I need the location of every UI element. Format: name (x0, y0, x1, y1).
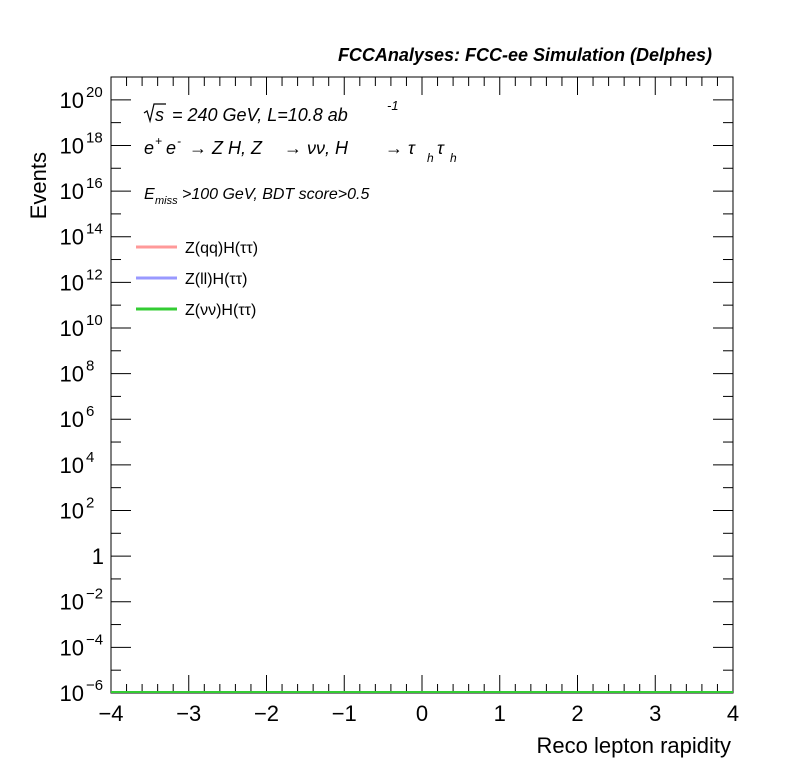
process-e1: e (144, 138, 154, 158)
process-sub2: h (450, 151, 457, 165)
process-tau1: → τ (385, 138, 416, 158)
y-tick-label: 10 −4 (60, 631, 104, 660)
y-tick-base: 10 (60, 179, 84, 204)
x-tick-label: 1 (494, 701, 506, 726)
x-tick-label: −4 (98, 701, 123, 726)
process-annotation: e + e - → Z H, Z → νν, H → τ h τ h (144, 134, 457, 165)
y-tick-exponent: 20 (86, 84, 103, 101)
axis-ticks (110, 76, 734, 694)
x-tick-label: 2 (571, 701, 583, 726)
y-tick-label: 10 12 (60, 266, 103, 295)
y-tick-exponent: −4 (86, 631, 103, 648)
y-tick-base: 10 (60, 316, 84, 341)
y-tick-exponent: 2 (86, 494, 94, 511)
y-tick-base: 10 (60, 88, 84, 113)
x-tick-labels: −4 −3 −2 −1 0 1 2 3 4 (98, 701, 739, 726)
cut-sub: miss (155, 195, 178, 207)
x-tick-label: 4 (727, 701, 739, 726)
energy-annotation: s = 240 GeV, L=10.8 ab -1 (143, 98, 399, 125)
cut-rest: >100 GeV, BDT score>0.5 (182, 186, 369, 203)
y-tick-base: 10 (60, 681, 84, 706)
lumi-exponent: -1 (387, 98, 399, 113)
x-axis-label: Reco lepton rapidity (537, 733, 731, 758)
y-tick-exponent: 8 (86, 358, 94, 375)
y-tick-base: 10 (60, 498, 84, 523)
x-tick-label: 3 (649, 701, 661, 726)
y-tick-exponent: 14 (86, 221, 103, 238)
y-tick-base: 10 (60, 407, 84, 432)
x-tick-label: −1 (332, 701, 357, 726)
cut-annotation: E miss >100 GeV, BDT score>0.5 (144, 186, 369, 207)
y-tick-label: 1 (92, 544, 104, 569)
y-tick-label: 10 16 (60, 175, 103, 204)
y-tick-label: 10 2 (60, 494, 95, 523)
process-e2: e (166, 138, 176, 158)
legend-label: Z(qq)H(ττ) (185, 240, 258, 257)
sqrt-s-label: s (155, 105, 164, 125)
x-tick-label: 0 (416, 701, 428, 726)
y-tick-base: 10 (60, 362, 84, 387)
y-tick-label: 10 4 (60, 449, 95, 478)
process-sub1: h (427, 151, 434, 165)
y-tick-base: 10 (60, 635, 84, 660)
y-tick-base: 10 (60, 225, 84, 250)
process-eminus: - (177, 134, 181, 148)
y-tick-exponent: 10 (86, 312, 103, 329)
sqrt-symbol (143, 103, 166, 124)
y-tick-label: 10 8 (60, 358, 95, 387)
y-tick-label: 10 18 (60, 129, 103, 158)
chart-title: FCCAnalyses: FCC-ee Simulation (Delphes) (338, 45, 712, 65)
y-tick-exponent: 18 (86, 129, 103, 146)
process-tau2: τ (437, 138, 445, 158)
x-tick-label: −2 (254, 701, 279, 726)
x-tick-label: −3 (176, 701, 201, 726)
y-tick-label: 10 10 (60, 312, 103, 341)
process-nunu: → νν, H (284, 138, 349, 158)
y-tick-exponent: −6 (86, 677, 103, 694)
legend: Z(qq)H(ττ) Z(ll)H(ττ) Z(νν)H(ττ) (136, 240, 258, 319)
y-tick-base: 10 (60, 590, 84, 615)
plot-frame (110, 76, 734, 694)
y-tick-exponent: 12 (86, 266, 103, 283)
y-axis-label: Events (26, 152, 51, 219)
y-tick-base: 1 (92, 544, 104, 569)
y-tick-base: 10 (60, 270, 84, 295)
energy-lumi-label: = 240 GeV, L=10.8 ab (172, 105, 348, 125)
process-eplus: + (155, 134, 162, 148)
process-zh: → Z H, Z (189, 138, 263, 158)
y-tick-base: 10 (60, 133, 84, 158)
y-tick-exponent: 16 (86, 175, 103, 192)
y-tick-label: 10 −6 (60, 677, 104, 706)
y-tick-label: 10 14 (60, 221, 103, 250)
y-tick-exponent: −2 (86, 586, 103, 603)
legend-label: Z(νν)H(ττ) (185, 302, 256, 319)
y-tick-label: 10 20 (60, 84, 103, 113)
y-tick-label: 10 6 (60, 403, 95, 432)
legend-label: Z(ll)H(ττ) (185, 271, 247, 288)
y-tick-label: 10 −2 (60, 586, 104, 615)
y-tick-base: 10 (60, 453, 84, 478)
y-tick-exponent: 6 (86, 403, 94, 420)
cut-e: E (144, 186, 155, 203)
y-tick-exponent: 4 (86, 449, 94, 466)
